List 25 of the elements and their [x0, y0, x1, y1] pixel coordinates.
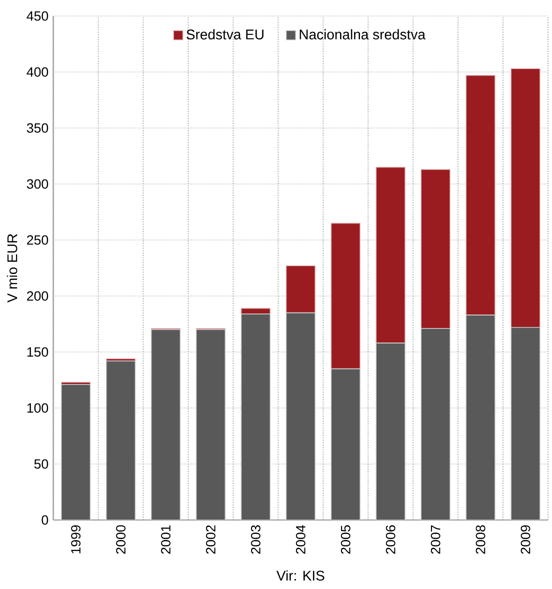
x-tick-label: 2008 — [476, 525, 486, 554]
x-tick-label: 2004 — [296, 525, 306, 554]
y-tick-label: 400 — [26, 67, 48, 77]
legend-label: Sredstva EU — [186, 29, 264, 40]
y-tick-label: 350 — [26, 123, 48, 133]
y-tick-label: 250 — [27, 235, 48, 245]
y-tick-label: 100 — [27, 403, 48, 413]
y-tick-label: 450 — [26, 11, 48, 21]
y-tick-label: 200 — [27, 291, 48, 301]
x-tick-label: 2007 — [430, 525, 440, 554]
legend-label: Nacionalna sredstva — [300, 29, 426, 40]
y-axis-title: V mio EUR — [6, 234, 18, 303]
x-tick-label: 2000 — [116, 525, 126, 554]
x-tick-label: 2005 — [340, 525, 350, 554]
y-tick-label: 150 — [27, 347, 48, 357]
x-tick-label: 2003 — [250, 525, 260, 554]
y-tick-label: 50 — [34, 459, 48, 469]
x-tick-label: 2006 — [386, 525, 396, 554]
x-tick-label: 2002 — [206, 525, 216, 554]
text: Vir: KIS — [276, 570, 324, 581]
x-tick-label: 2001 — [161, 525, 170, 554]
y-tick-label: 0 — [42, 515, 48, 525]
y-tick-label: 300 — [26, 179, 48, 189]
x-tick-label: 2009 — [520, 525, 530, 554]
x-tick-label: 1999 — [71, 525, 81, 554]
